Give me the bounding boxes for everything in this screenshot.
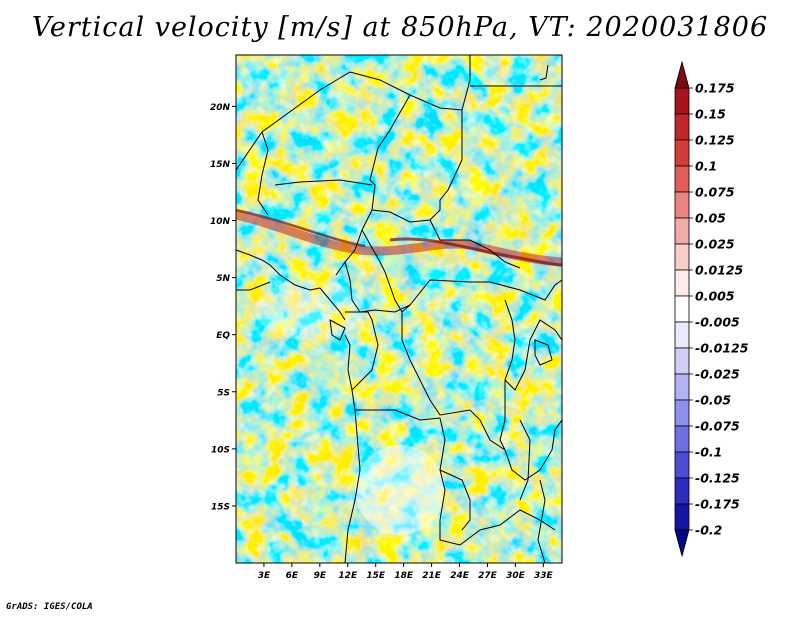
lon-tick-label: 3E — [258, 571, 271, 581]
colorbar-label: 0.025 — [695, 237, 735, 252]
lat-tick-label: EQ — [216, 331, 230, 341]
colorbar-segment — [674, 217, 690, 245]
colorbar-label: 0.075 — [695, 185, 735, 200]
lon-tick-label: 21E — [422, 571, 442, 581]
colorbar-segment — [674, 87, 690, 115]
colorbar-label: 0.125 — [695, 133, 735, 148]
colorbar-segment — [674, 191, 690, 219]
colorbar-segment — [674, 295, 690, 323]
lon-tick-label: 27E — [478, 571, 498, 581]
lon-tick-label: 12E — [338, 571, 358, 581]
colorbar-label: 0.1 — [695, 159, 717, 174]
chart-title: Vertical velocity [m/s] at 850hPa, VT: 2… — [31, 12, 769, 43]
colorbar-label: -0.125 — [695, 471, 740, 486]
latitude-axis: 20N 15N 10N 5N EQ 5S 10S 15S — [210, 103, 236, 512]
colorbar-label: 0.0125 — [695, 263, 744, 278]
lon-tick-label: 24E — [450, 571, 470, 581]
lon-tick-label: 18E — [394, 571, 414, 581]
colorbar-segment — [674, 373, 690, 401]
colorbar-label: -0.1 — [695, 445, 722, 460]
colorbar-segment — [674, 139, 690, 167]
colorbar-label: 0.005 — [695, 289, 735, 304]
lat-tick-label: 15N — [210, 160, 231, 170]
colorbar-segment — [674, 269, 690, 297]
colorbar-segment — [674, 321, 690, 349]
colorbar-segment — [674, 503, 690, 531]
colorbar-segment — [674, 425, 690, 453]
colorbar-segment — [674, 165, 690, 193]
longitude-axis: 3E 6E 9E 12E 15E 18E 21E 24E 27E 30E 33E — [258, 563, 554, 581]
lon-tick-label: 9E — [314, 571, 327, 581]
colorbar-label: 0.175 — [695, 81, 735, 96]
colorbar-label: -0.05 — [695, 393, 731, 408]
colorbar-label: -0.0125 — [695, 341, 749, 356]
lon-tick-label: 30E — [506, 571, 526, 581]
lat-tick-label: 5N — [216, 274, 230, 284]
colorbar-segment — [674, 477, 690, 505]
colorbar-segment — [674, 243, 690, 271]
colorbar-segment — [674, 347, 690, 375]
velocity-field — [236, 55, 562, 563]
colorbar-label: 0.15 — [695, 107, 726, 122]
colorbar-segment — [674, 60, 690, 89]
lon-tick-label: 33E — [534, 571, 554, 581]
colorbar-label: -0.175 — [695, 497, 740, 512]
colorbar-segment — [674, 113, 690, 141]
colorbar-segment — [674, 451, 690, 479]
colorbar-segment — [674, 529, 690, 558]
lat-tick-label: 10S — [211, 445, 230, 455]
lon-tick-label: 6E — [286, 571, 299, 581]
colorbar-label: 0.05 — [695, 211, 726, 226]
map-frame — [235, 54, 563, 564]
grads-credit: GrADS: IGES/COLA — [6, 602, 93, 612]
colorbar-label: -0.005 — [695, 315, 740, 330]
colorbar-label: -0.025 — [695, 367, 740, 382]
colorbar: 0.175 0.15 0.125 0.1 0.075 0.05 0.025 0.0125 0.0… — [674, 60, 749, 558]
lat-tick-label: 20N — [210, 103, 231, 113]
colorbar-segment — [674, 399, 690, 427]
lat-tick-label: 15S — [211, 502, 230, 512]
lat-tick-label: 10N — [210, 217, 231, 227]
country-borders — [236, 55, 562, 563]
lon-tick-label: 15E — [366, 571, 386, 581]
colorbar-label: -0.2 — [695, 523, 722, 538]
lat-tick-label: 5S — [217, 388, 230, 398]
colorbar-label: -0.075 — [695, 419, 740, 434]
